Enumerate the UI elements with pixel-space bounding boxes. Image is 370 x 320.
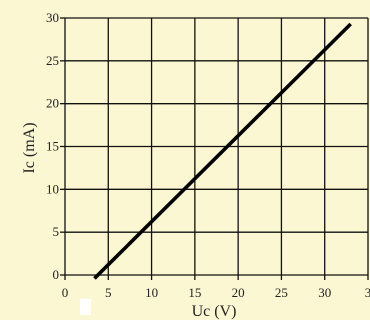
x-tick-label: 20 [232, 285, 245, 300]
x-axis-label: Uc (V) [192, 303, 237, 320]
x-tick-label: 5 [105, 285, 112, 300]
legend-placeholder [80, 299, 91, 315]
grid [60, 17, 369, 280]
x-tick-label: 25 [275, 285, 288, 300]
y-axis-label: Ic (mA) [21, 122, 38, 173]
y-tick-label: 20 [46, 96, 59, 111]
y-tick-label: 30 [46, 10, 59, 25]
x-tick-label: 3 [365, 285, 370, 300]
y-tick-label: 0 [53, 267, 60, 282]
x-tick-label: 15 [188, 285, 201, 300]
y-tick-labels: 0 5 10 15 20 25 30 [46, 10, 59, 282]
y-tick-label: 10 [46, 181, 59, 196]
x-tick-label: 0 [62, 285, 69, 300]
x-tick-label: 30 [318, 285, 331, 300]
x-tick-label: 10 [145, 285, 158, 300]
y-tick-label: 5 [53, 224, 60, 239]
x-tick-labels: 0 5 10 15 20 25 30 3 [62, 285, 370, 300]
series-line [93, 22, 352, 280]
series-layer [93, 22, 352, 280]
y-tick-label: 15 [46, 139, 59, 154]
y-tick-label: 25 [46, 53, 59, 68]
